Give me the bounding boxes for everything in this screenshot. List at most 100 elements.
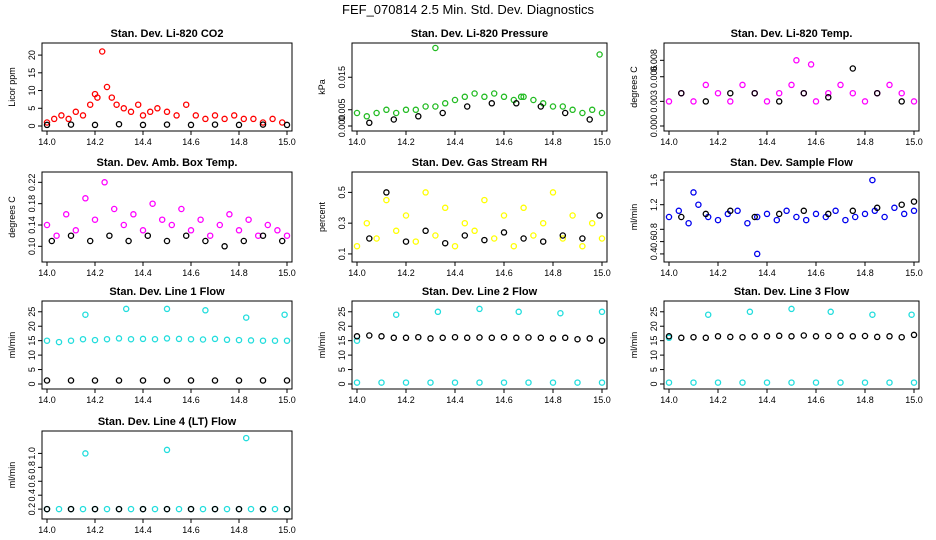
- y-tick-label: 0.6: [27, 475, 37, 488]
- data-point-qc: [415, 113, 422, 120]
- x-tick-label: 14.0: [660, 137, 678, 147]
- data-point-qc: [678, 89, 685, 97]
- data-point-main: [500, 93, 508, 101]
- y-tick-label: 0.18: [27, 195, 37, 213]
- data-point-main: [788, 379, 795, 386]
- data-point-main: [103, 83, 111, 91]
- data-point-qc: [702, 334, 710, 342]
- data-point-main: [163, 305, 171, 313]
- data-point-main: [549, 189, 557, 196]
- data-point-main: [775, 89, 783, 97]
- data-point-qc: [278, 237, 286, 245]
- data-point-qc: [144, 232, 152, 239]
- data-point-qc: [259, 377, 267, 384]
- x-tick-label: 14.4: [134, 268, 152, 278]
- data-point-main: [163, 335, 171, 342]
- data-point-main: [283, 337, 291, 344]
- data-point-main: [91, 336, 99, 344]
- y-tick-label: 15: [27, 68, 37, 78]
- data-point-qc: [849, 65, 857, 72]
- data-point-qc: [825, 210, 832, 218]
- data-point-main: [910, 207, 918, 215]
- data-point-qc: [873, 89, 881, 97]
- data-point-main: [197, 216, 204, 223]
- data-point-qc: [187, 377, 195, 384]
- data-point-main: [50, 115, 58, 123]
- data-point-qc: [549, 335, 557, 342]
- x-tick-label: 14.8: [230, 395, 248, 405]
- data-point-main: [837, 379, 844, 386]
- data-point-main: [264, 221, 272, 229]
- data-point-qc: [67, 121, 75, 128]
- chart-title: Stan. Dev. Li-820 CO2: [111, 28, 224, 40]
- data-point-main: [240, 115, 248, 123]
- x-tick-label: 14.0: [38, 395, 56, 405]
- data-point-qc: [561, 334, 569, 342]
- data-point-main: [598, 308, 606, 316]
- data-point-qc: [259, 121, 267, 128]
- data-point-qc: [727, 333, 734, 341]
- data-point-qc: [139, 505, 147, 513]
- data-point-qc: [91, 377, 99, 384]
- data-point-main: [120, 105, 128, 112]
- data-point-qc: [525, 334, 532, 341]
- y-axis-label: ml/min: [629, 204, 639, 231]
- data-point-main: [175, 505, 183, 513]
- y-axis-label: kPa: [317, 79, 327, 95]
- data-point-main: [441, 204, 449, 212]
- x-tick-label: 14.2: [86, 395, 104, 405]
- chart-panel-7: Stan. Dev. Line 1 Flow 14.0 14.2 14.4 14.6 14…: [7, 286, 296, 405]
- data-point-qc: [586, 116, 593, 123]
- data-point-main: [898, 89, 905, 97]
- data-point-main: [168, 221, 176, 229]
- data-point-main: [79, 505, 87, 513]
- data-point-main: [67, 337, 75, 344]
- data-point-main: [392, 109, 400, 117]
- data-point-qc: [139, 121, 147, 129]
- data-point-qc: [910, 198, 918, 205]
- data-point-qc: [463, 103, 471, 110]
- data-point-main: [82, 311, 89, 318]
- data-point-main: [378, 379, 385, 386]
- data-point-qc: [378, 333, 385, 340]
- data-point-main: [202, 307, 209, 314]
- data-point-main: [517, 93, 525, 101]
- data-point-main: [187, 227, 195, 234]
- data-point-main: [223, 336, 231, 344]
- chart-title: Stan. Dev. Gas Stream RH: [412, 157, 548, 169]
- data-point-main: [151, 505, 159, 513]
- data-point-qc: [539, 238, 547, 245]
- y-tick-label: 0.006: [649, 65, 659, 88]
- x-tick-label: 14.0: [348, 268, 366, 278]
- data-point-main: [402, 106, 410, 114]
- data-point-main: [842, 216, 849, 224]
- data-point-qc: [678, 334, 685, 342]
- data-point-main: [402, 379, 410, 386]
- data-point-main: [363, 219, 371, 227]
- data-point-qc: [727, 89, 734, 97]
- data-point-qc: [86, 237, 94, 245]
- data-point-qc: [678, 213, 685, 221]
- data-point-main: [773, 216, 781, 224]
- y-tick-label: 0.2: [27, 503, 37, 516]
- data-point-main: [245, 216, 252, 223]
- data-point-main: [832, 207, 839, 215]
- data-point-main: [569, 212, 576, 219]
- data-point-qc: [596, 212, 603, 219]
- y-tick-label: 0.000: [337, 115, 347, 138]
- y-tick-label: 0.008: [649, 49, 659, 72]
- data-point-main: [175, 335, 183, 343]
- x-tick-label: 14.6: [495, 268, 513, 278]
- data-point-main: [598, 379, 606, 386]
- y-axis-label: ml/min: [317, 332, 327, 359]
- data-point-main: [82, 195, 89, 202]
- data-point-qc: [837, 332, 844, 340]
- data-point-main: [559, 235, 567, 242]
- data-point-qc: [513, 334, 520, 342]
- data-point-qc: [211, 377, 219, 384]
- data-point-main: [353, 337, 361, 344]
- data-point-main: [178, 205, 185, 213]
- y-tick-label: 0: [27, 123, 37, 128]
- data-point-main: [223, 505, 231, 513]
- data-point-main: [226, 211, 233, 218]
